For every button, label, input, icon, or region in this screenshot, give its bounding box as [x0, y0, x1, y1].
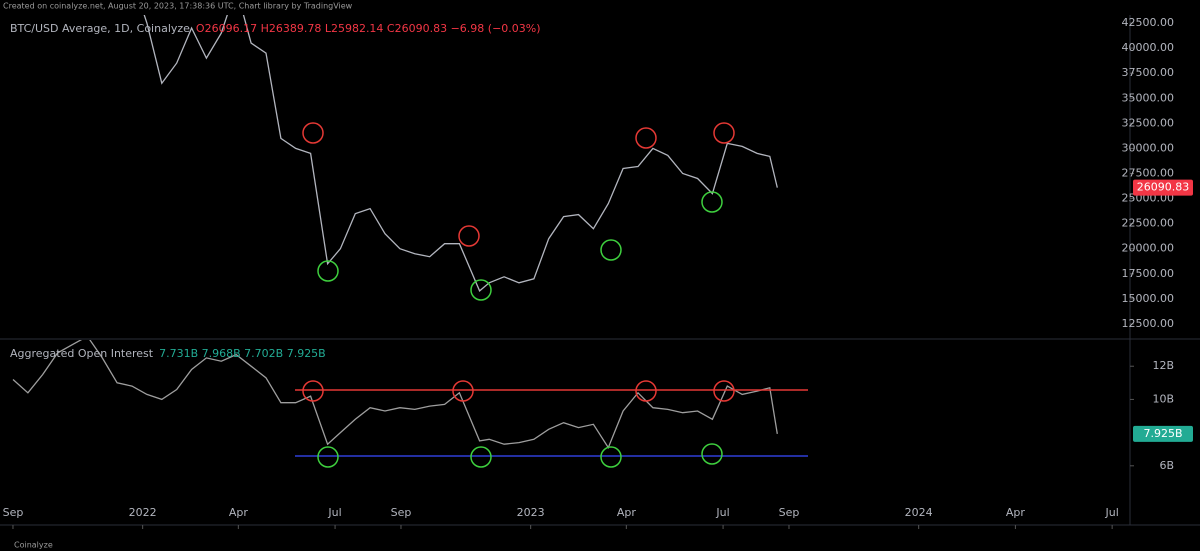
legend-title: Aggregated Open Interest: [10, 347, 154, 360]
x-tick-label: Jul: [715, 506, 729, 519]
bottom-circle: [701, 443, 723, 465]
x-tick-label: 2023: [517, 506, 545, 519]
y-tick-label: 15000.00: [1122, 292, 1175, 305]
y-tick-label: 10B: [1152, 392, 1174, 405]
y-tick-label: 27500.00: [1122, 166, 1175, 179]
y-tick-label: 30000.00: [1122, 141, 1175, 154]
bottom-circle: [600, 239, 622, 261]
last-value-tag: [1133, 179, 1193, 196]
y-tick-label: 35000.00: [1122, 91, 1175, 104]
last-value-tag: [1133, 425, 1193, 442]
top-circle: [302, 380, 324, 402]
y-tick-label: 12B: [1152, 359, 1174, 372]
bottom-circle: [317, 260, 339, 282]
x-tick-label: Apr: [229, 506, 249, 519]
y-tick-label: 17500.00: [1122, 267, 1175, 280]
y-tick-label: 22500.00: [1122, 217, 1175, 230]
top-circle: [713, 122, 735, 144]
top-circle: [635, 380, 657, 402]
x-tick-label: 2022: [129, 506, 157, 519]
x-tick-label: Jul: [327, 506, 341, 519]
drawings: [295, 122, 808, 468]
y-tick-label: 42500.00: [1122, 16, 1175, 29]
bottom-circle: [470, 279, 492, 301]
x-tick-label: Apr: [1006, 506, 1026, 519]
bottom-circle: [701, 191, 723, 213]
legend-values: 7.731B 7.968B 7.702B 7.925B: [159, 347, 326, 360]
pane: [12, 340, 778, 450]
y-tick-label: 20000.00: [1122, 242, 1175, 255]
y-tick-label: 32500.00: [1122, 116, 1175, 129]
legend-values: O26096.17 H26389.78 L25982.14 C26090.83 …: [196, 22, 541, 35]
pane: [143, 15, 778, 292]
top-circle: [452, 380, 474, 402]
footer: Coinalyze: [14, 541, 53, 550]
y-tick-label: 12500.00: [1122, 317, 1175, 330]
last-value-label: 26090.83: [1137, 181, 1190, 194]
y-tick-label: 40000.00: [1122, 41, 1175, 54]
legend-title: BTC/USD Average, 1D, Coinalyze: [10, 22, 190, 35]
bottom-circle: [317, 446, 339, 468]
x-tick-label: Sep: [779, 506, 800, 519]
bottom-circle: [600, 446, 622, 468]
x-tick-label: Sep: [3, 506, 24, 519]
x-tick-label: Sep: [391, 506, 412, 519]
x-tick-label: Apr: [617, 506, 637, 519]
bottom-circle: [470, 446, 492, 468]
top-circle: [713, 380, 735, 402]
top-circle: [302, 122, 324, 144]
y-tick-label: 37500.00: [1122, 66, 1175, 79]
series-line: [12, 340, 778, 450]
series-line: [143, 15, 778, 292]
created-note: Created on coinalyze.net, August 20, 202…: [3, 2, 353, 11]
x-tick-label: 2024: [905, 506, 933, 519]
plot: 12500.00 15000.00 17500.00 20000.00 22500.00…: [3, 15, 1193, 529]
top-circle: [458, 225, 480, 247]
top-circle: [635, 127, 657, 149]
y-tick-label: 6B: [1159, 459, 1174, 472]
last-value-label: 7.925B: [1143, 427, 1182, 440]
x-tick-label: Jul: [1105, 506, 1119, 519]
